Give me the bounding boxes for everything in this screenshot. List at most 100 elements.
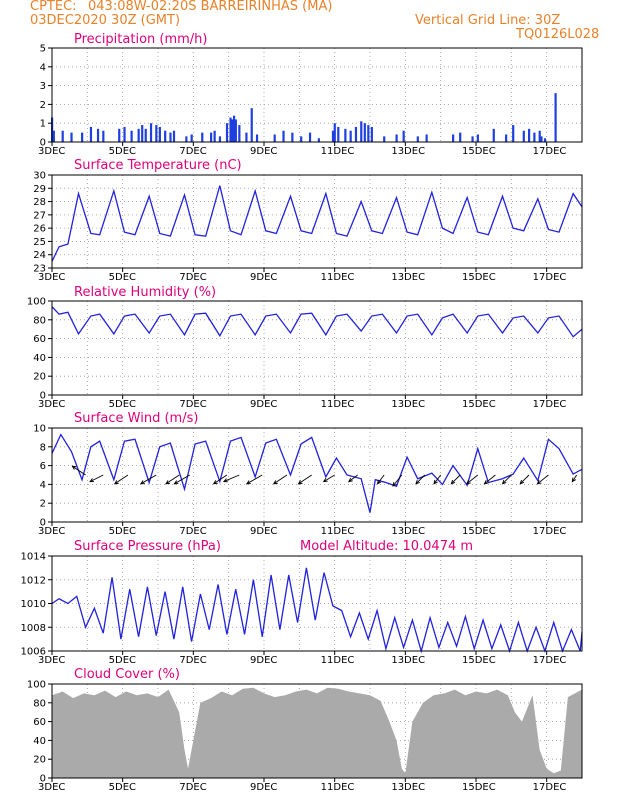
precip-bar xyxy=(169,132,172,142)
x-tick-label: 5DEC xyxy=(109,655,136,666)
wind-arrowhead xyxy=(139,480,145,485)
grid-note-label: Vertical Grid Line: 30Z xyxy=(415,13,561,28)
panel-title: Precipitation (mm/h) xyxy=(74,32,207,47)
panel-4: 0 2 4 6 8 10 3DEC 5DEC 7DEC 9DEC 11DEC 13DEC 15DEC 17… xyxy=(33,411,583,537)
x-tick-label: 17DEC xyxy=(533,272,567,283)
y-tick-label: 4 xyxy=(40,480,46,491)
precip-bar xyxy=(538,130,541,142)
x-tick-label: 11DEC xyxy=(321,782,355,793)
wind-vector xyxy=(72,465,86,476)
panel-frame xyxy=(51,427,583,523)
precip-bar xyxy=(245,132,248,142)
precip-bar xyxy=(354,126,358,142)
y-tick-label: 1014 xyxy=(21,552,46,563)
y-tick-label: 29 xyxy=(33,184,46,195)
precip-bar xyxy=(102,130,105,142)
precip-bar xyxy=(317,138,320,142)
x-tick-label: 17DEC xyxy=(533,526,567,537)
x-tick-label: 15DEC xyxy=(462,782,496,793)
panel-frame xyxy=(51,47,583,143)
x-tick-label: 5DEC xyxy=(109,272,136,283)
x-tick-label: 11DEC xyxy=(321,655,355,666)
y-tick-label: 27 xyxy=(33,210,46,221)
y-tick-label: 4 xyxy=(40,62,46,73)
panel-title: Relative Humidity (%) xyxy=(74,285,216,300)
precip-bar xyxy=(333,123,336,142)
panel-frame xyxy=(51,174,583,269)
precip-bar xyxy=(231,119,234,142)
x-tick-label: 13DEC xyxy=(391,655,425,666)
precip-bar xyxy=(543,138,547,142)
precip-bar xyxy=(213,130,216,142)
wind-vector xyxy=(174,474,191,485)
wind-arrowhead xyxy=(536,479,542,485)
wind-vector xyxy=(433,474,442,485)
y-tick-label: 0 xyxy=(40,138,46,149)
x-tick-label: 9DEC xyxy=(250,399,277,410)
cloud-cover-area xyxy=(52,687,582,778)
y-tick-label: 28 xyxy=(33,197,46,208)
x-tick-label: 11DEC xyxy=(321,526,355,537)
y-tick-label: 25 xyxy=(33,237,46,248)
x-tick-label: 3DEC xyxy=(38,399,65,410)
y-tick-label: 60 xyxy=(33,334,46,345)
precip-bar xyxy=(218,136,222,142)
precip-bar xyxy=(505,134,508,142)
wind-vector xyxy=(537,474,549,485)
precip-bar xyxy=(291,132,294,142)
wind-arrowhead xyxy=(415,479,420,485)
wind-vector xyxy=(165,474,180,485)
precip-bar xyxy=(185,136,188,142)
x-tick-label: 5DEC xyxy=(109,526,136,537)
panel-6: 0 20 40 60 80 100 3DEC 5DEC 7DEC 9DEC 11DEC 13DEC 15… xyxy=(27,667,583,793)
precip-bar xyxy=(52,130,55,142)
wind-vector xyxy=(392,474,403,487)
precip-bar xyxy=(118,128,121,142)
wind-vector xyxy=(140,474,157,485)
series-line xyxy=(51,433,583,513)
wind-arrowhead xyxy=(392,482,397,487)
precip-bar xyxy=(533,132,536,142)
wind-vector xyxy=(466,474,479,485)
x-tick-label: 15DEC xyxy=(462,146,496,157)
wind-arrowhead xyxy=(272,480,278,485)
x-tick-label: 7DEC xyxy=(179,655,206,666)
init-time-label: 03DEC2020 30Z (GMT) xyxy=(30,13,181,28)
wind-arrowhead xyxy=(483,479,489,485)
precip-bar xyxy=(363,123,366,142)
y-tick-label: 1008 xyxy=(21,623,46,634)
x-tick-label: 3DEC xyxy=(38,782,65,793)
wind-arrowhead xyxy=(222,478,228,483)
x-tick-label: 13DEC xyxy=(391,526,425,537)
x-tick-label: 7DEC xyxy=(179,272,206,283)
precip-bar xyxy=(452,134,455,142)
y-tick-label: 2 xyxy=(40,499,46,510)
precip-bar xyxy=(383,136,386,142)
x-tick-label: 9DEC xyxy=(250,526,277,537)
y-tick-label: 1012 xyxy=(21,575,46,586)
precip-bar xyxy=(70,132,73,142)
model-altitude-note: Model Altitude: 10.0474 m xyxy=(300,539,473,554)
precip-bar xyxy=(81,132,84,142)
precip-bar xyxy=(158,126,161,142)
precip-bar xyxy=(155,125,158,142)
wind-arrowhead xyxy=(433,479,438,485)
panel-1: 0 1 2 3 4 5 3DEC 5DEC 7DEC 9DEC 11DEC 13DEC 15DEC 17D… xyxy=(38,32,583,157)
x-tick-label: 5DEC xyxy=(109,782,136,793)
y-tick-label: 80 xyxy=(33,698,46,709)
x-tick-label: 17DEC xyxy=(533,146,567,157)
wind-vector xyxy=(246,474,263,485)
precip-bar xyxy=(522,130,525,142)
y-tick-label: 30 xyxy=(33,171,46,182)
precip-bar xyxy=(349,130,352,142)
precip-bar xyxy=(416,136,419,142)
wind-vector xyxy=(519,474,530,485)
precip-bar xyxy=(229,117,232,142)
precip-bar xyxy=(540,136,543,142)
x-tick-label: 13DEC xyxy=(391,399,425,410)
precip-bar xyxy=(476,134,479,142)
source-label: CPTEC: xyxy=(30,0,77,14)
precip-bar xyxy=(337,126,340,142)
precip-bar xyxy=(402,130,405,142)
x-tick-label: 7DEC xyxy=(179,526,206,537)
